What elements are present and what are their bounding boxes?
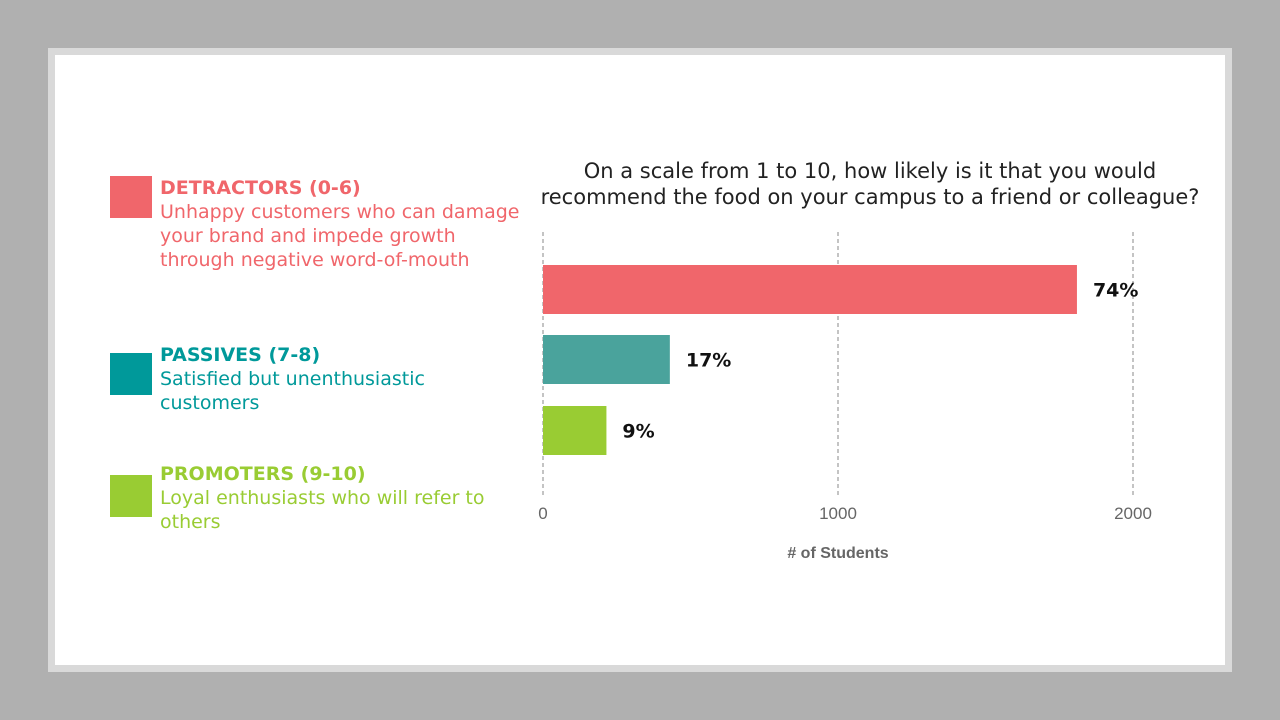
promoters-swatch: [110, 475, 152, 517]
passives-heading: PASSIVES (7-8): [160, 344, 321, 366]
x-tick-label-2000: 2000: [1114, 504, 1152, 523]
chart-title: On a scale from 1 to 10, how likely is i…: [540, 159, 1200, 209]
detractors-heading: DETRACTORS (0-6): [160, 177, 361, 199]
detractors-swatch: [110, 176, 152, 218]
promoters-description: Loyal enthusiasts who will refer to othe…: [160, 487, 485, 533]
passives-swatch: [110, 353, 152, 395]
promoters-text: PROMOTERS (9-10) Loyal enthusiasts who w…: [160, 462, 530, 534]
promoters-heading: PROMOTERS (9-10): [160, 463, 366, 485]
x-tick-label-0: 0: [538, 504, 547, 523]
bar-detractors: [543, 265, 1077, 314]
bar-label-passives: 17%: [686, 350, 731, 372]
bar-promoters: [543, 406, 607, 455]
passives-text: PASSIVES (7-8) Satisfied but unenthusias…: [160, 343, 530, 415]
passives-description: Satisfied but unenthusiastic customers: [160, 368, 425, 414]
detractors-text: DETRACTORS (0-6) Unhappy customers who c…: [160, 176, 530, 272]
detractors-description: Unhappy customers who can damage your br…: [160, 201, 520, 271]
bar-passives: [543, 335, 670, 384]
bar-label-promoters: 9%: [622, 421, 654, 443]
bar-label-detractors: 74%: [1093, 280, 1138, 302]
x-tick-label-1000: 1000: [819, 504, 857, 523]
x-axis-title: # of Students: [787, 545, 888, 562]
